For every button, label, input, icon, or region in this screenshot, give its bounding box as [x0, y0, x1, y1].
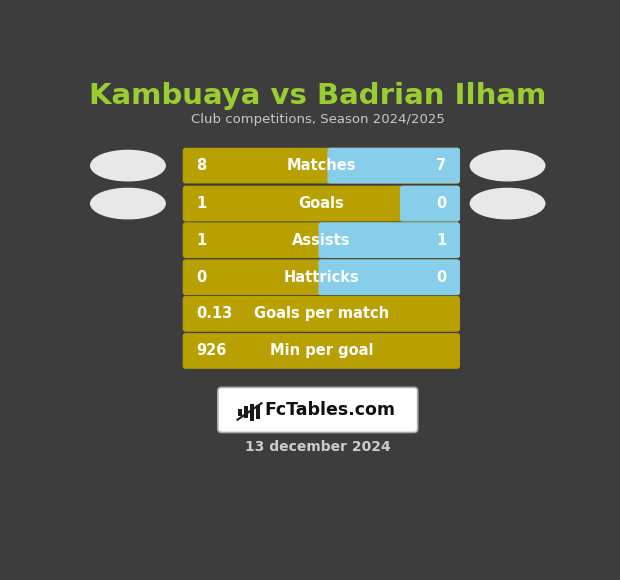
- FancyBboxPatch shape: [183, 259, 460, 295]
- Text: Matches: Matches: [286, 158, 356, 173]
- Text: 0: 0: [436, 270, 446, 285]
- FancyBboxPatch shape: [239, 408, 242, 416]
- Ellipse shape: [91, 150, 165, 181]
- FancyBboxPatch shape: [256, 405, 260, 419]
- Ellipse shape: [471, 188, 545, 219]
- Text: Goals per match: Goals per match: [254, 306, 389, 321]
- FancyBboxPatch shape: [183, 148, 460, 183]
- Text: Hattricks: Hattricks: [283, 270, 359, 285]
- Text: 1: 1: [436, 233, 446, 248]
- Text: 1: 1: [196, 196, 206, 211]
- FancyBboxPatch shape: [183, 222, 460, 258]
- Text: Goals: Goals: [298, 196, 344, 211]
- Text: 7: 7: [436, 158, 446, 173]
- Text: Club competitions, Season 2024/2025: Club competitions, Season 2024/2025: [191, 113, 445, 126]
- FancyBboxPatch shape: [183, 186, 460, 222]
- Text: 13 december 2024: 13 december 2024: [245, 440, 391, 454]
- Text: 1: 1: [196, 233, 206, 248]
- FancyBboxPatch shape: [319, 222, 460, 258]
- Text: FcTables.com: FcTables.com: [264, 401, 396, 419]
- FancyBboxPatch shape: [244, 406, 248, 418]
- FancyBboxPatch shape: [400, 186, 460, 222]
- Text: 0: 0: [436, 196, 446, 211]
- Text: Min per goal: Min per goal: [270, 343, 373, 358]
- Text: 0: 0: [196, 270, 206, 285]
- Ellipse shape: [91, 188, 165, 219]
- Text: 8: 8: [196, 158, 206, 173]
- FancyBboxPatch shape: [327, 148, 460, 183]
- FancyBboxPatch shape: [183, 333, 460, 369]
- Ellipse shape: [471, 150, 545, 181]
- Text: 0.13: 0.13: [196, 306, 232, 321]
- FancyBboxPatch shape: [250, 404, 254, 420]
- FancyBboxPatch shape: [319, 259, 460, 295]
- Text: Kambuaya vs Badrian Ilham: Kambuaya vs Badrian Ilham: [89, 82, 546, 110]
- FancyBboxPatch shape: [218, 387, 418, 433]
- Text: Assists: Assists: [292, 233, 350, 248]
- FancyBboxPatch shape: [183, 296, 460, 332]
- Text: 926: 926: [196, 343, 226, 358]
